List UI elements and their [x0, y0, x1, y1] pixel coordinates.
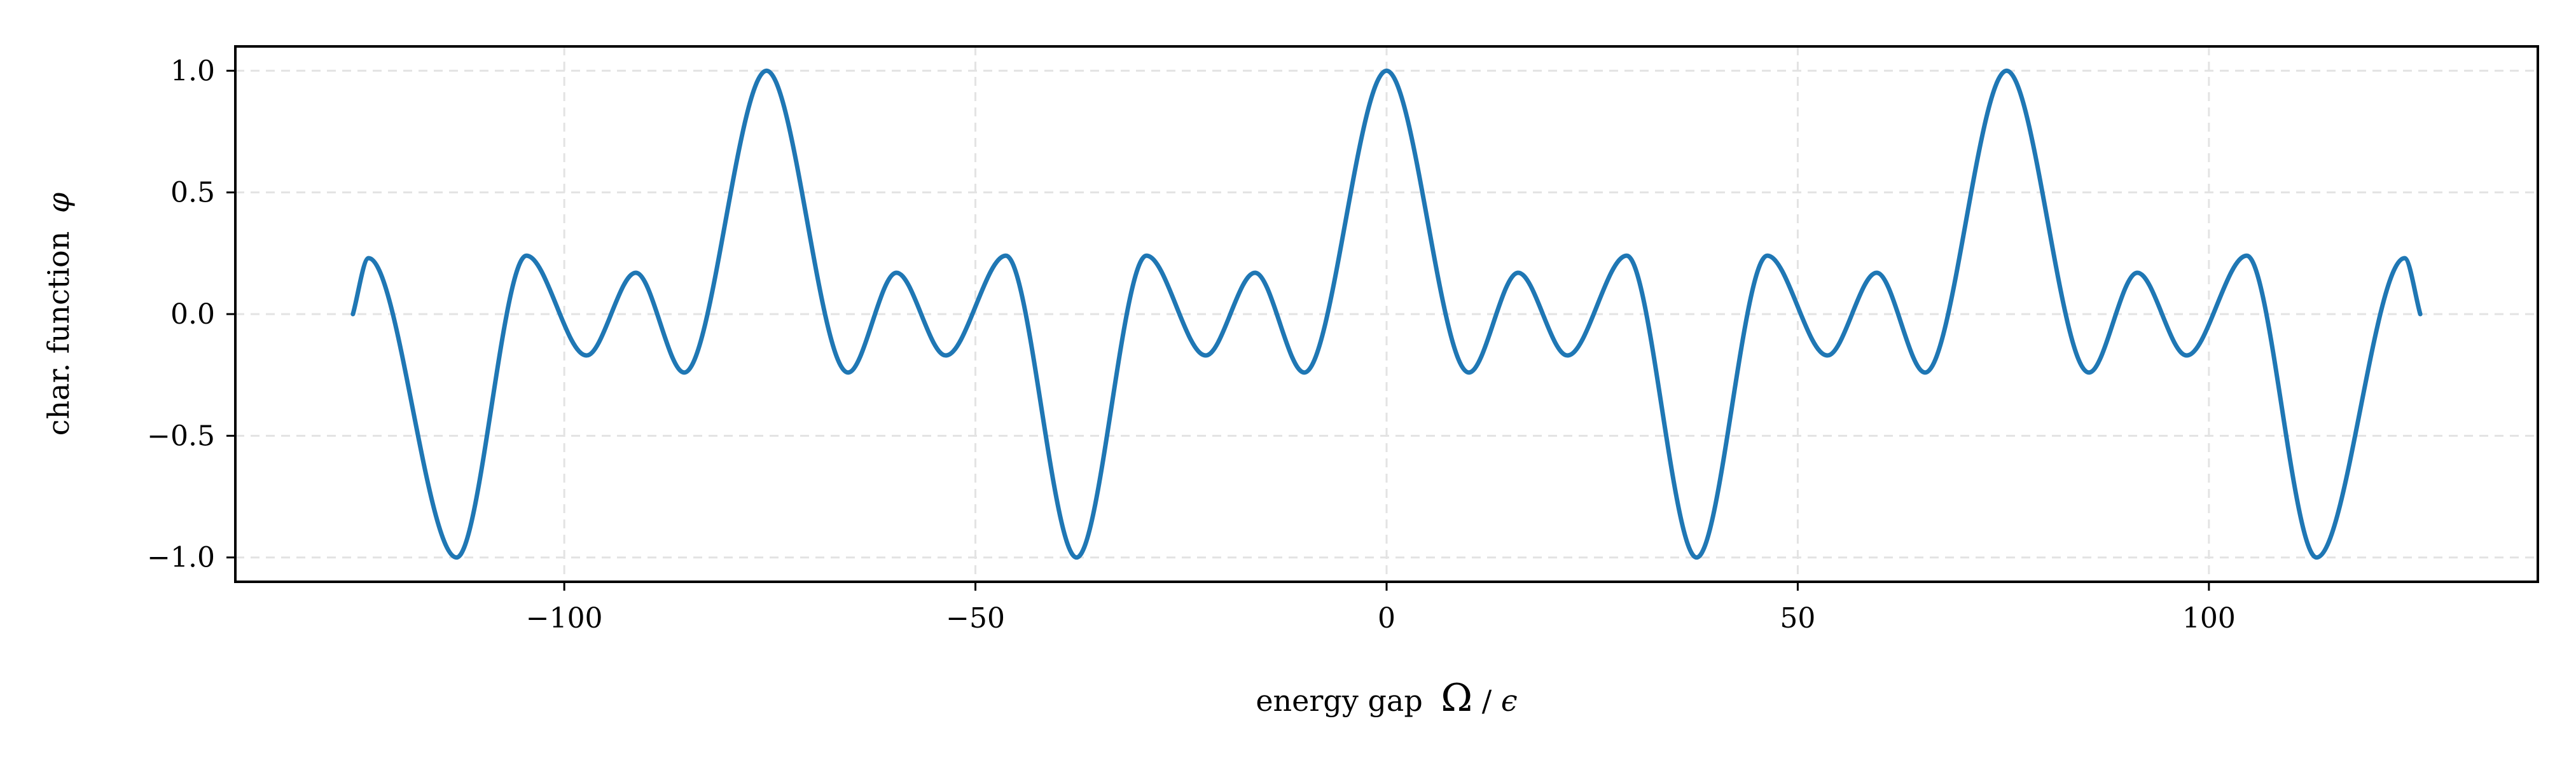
- x-axis-label-symbol: Ω: [1441, 676, 1472, 720]
- y-tick-label: 0.0: [170, 298, 215, 331]
- y-axis-label-text: char. function: [41, 231, 76, 436]
- x-tick-label: 0: [1378, 602, 1395, 635]
- x-axis-label: energy gap Ω / ϵ: [1256, 676, 1517, 720]
- y-tick-label: −0.5: [147, 420, 215, 452]
- y-tick-label: −1.0: [147, 542, 215, 574]
- x-tick-label: −100: [526, 602, 603, 635]
- x-tick-label: 50: [1780, 602, 1815, 635]
- y-axis-label-symbol: φ: [41, 192, 76, 213]
- y-axis-ticks: 1.0 0.5 0.0 −0.5 −1.0: [147, 55, 235, 574]
- x-axis-ticks: −100 −50 0 50 100: [526, 582, 2236, 635]
- grid: [235, 46, 2538, 582]
- y-tick-label: 1.0: [170, 55, 215, 87]
- x-tick-label: 100: [2182, 602, 2236, 635]
- series-layer: [350, 68, 2423, 560]
- x-axis-label-text: energy gap: [1256, 684, 1422, 718]
- x-axis-label-slash: /: [1482, 684, 1492, 718]
- series-line: [350, 68, 2423, 560]
- y-axis-label: char. function φ: [41, 192, 76, 436]
- y-tick-label: 0.5: [170, 177, 215, 209]
- x-axis-label-denominator: ϵ: [1501, 684, 1518, 718]
- x-tick-label: −50: [946, 602, 1005, 635]
